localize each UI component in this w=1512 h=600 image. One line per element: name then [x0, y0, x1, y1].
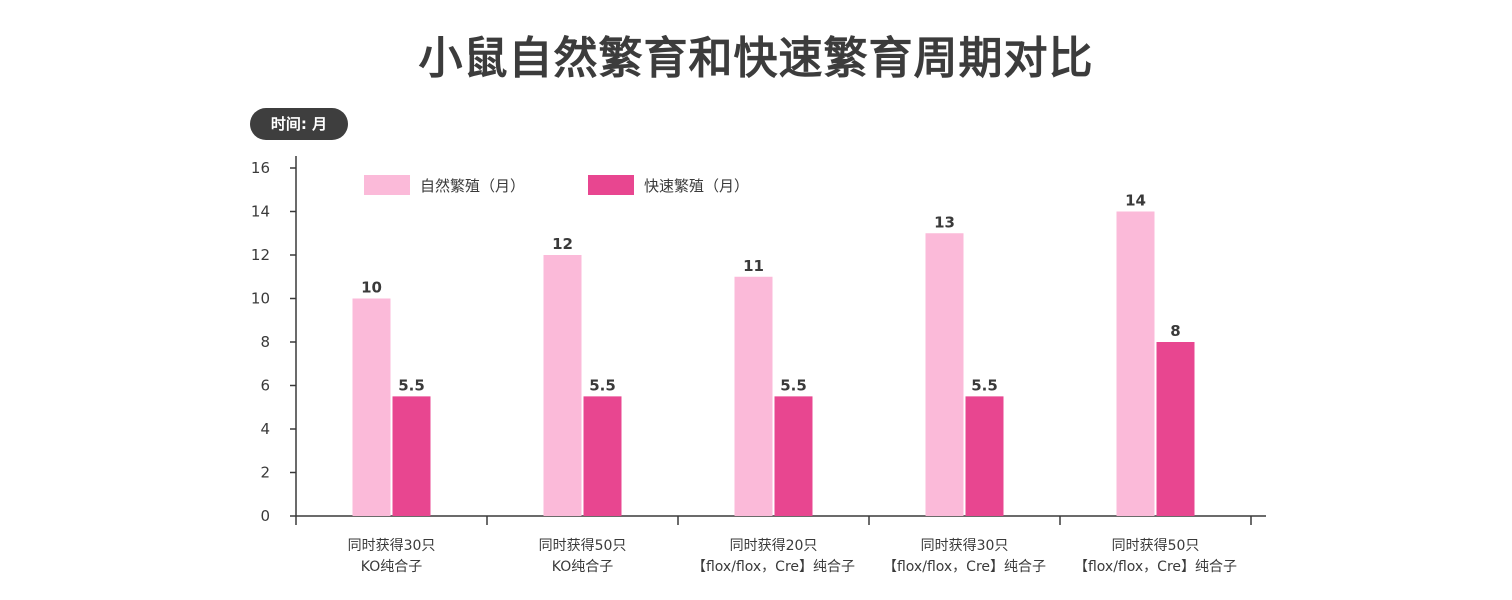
y-tick-label: 12 — [251, 246, 270, 264]
x-category-label: 同时获得30只 — [921, 537, 1009, 554]
legend-label: 快速繁殖（月） — [644, 177, 749, 195]
bar-value-label: 5.5 — [971, 376, 998, 394]
chart-title: 小鼠自然繁育和快速繁育周期对比 — [418, 33, 1094, 84]
bar-value-label: 8 — [1170, 322, 1180, 340]
bar-natural — [925, 233, 964, 516]
bar-value-label: 10 — [361, 279, 382, 297]
y-tick-label: 2 — [260, 464, 270, 482]
legend-label: 自然繁殖（月） — [420, 177, 525, 195]
x-category-label: 【flox/flox，Cre】纯合子 — [1074, 559, 1237, 575]
bar-value-label: 11 — [743, 257, 764, 275]
y-tick-label: 4 — [260, 420, 270, 438]
bar-fast — [1156, 342, 1195, 516]
x-category-label: 同时获得50只 — [1112, 537, 1200, 554]
y-tick-label: 0 — [260, 507, 270, 525]
bar-fast — [392, 396, 431, 516]
bar-value-label: 5.5 — [398, 376, 425, 394]
bar-fast — [965, 396, 1004, 516]
unit-badge: 时间: 月 — [250, 108, 348, 140]
bar-value-label: 5.5 — [589, 376, 616, 394]
bar-value-label: 5.5 — [780, 376, 807, 394]
bar-natural — [352, 298, 391, 516]
x-category-label: 同时获得30只 — [348, 537, 436, 554]
y-tick-label: 8 — [260, 333, 270, 351]
bar-value-label: 12 — [552, 235, 573, 253]
bar-natural — [734, 276, 773, 516]
x-category-label: 【flox/flox，Cre】纯合子 — [692, 559, 855, 575]
bar-natural — [543, 255, 582, 516]
y-tick-label: 14 — [251, 203, 270, 221]
bar-fast — [774, 396, 813, 516]
x-category-label: 同时获得20只 — [730, 537, 818, 554]
y-tick-label: 10 — [251, 290, 270, 308]
y-tick-label: 6 — [260, 377, 270, 395]
bars — [352, 211, 1195, 516]
legend-swatch — [364, 175, 410, 195]
legend-swatch — [588, 175, 634, 195]
bar-natural — [1116, 211, 1155, 516]
legend: 自然繁殖（月） 快速繁殖（月） — [364, 175, 749, 195]
labels: 10 5.5 同时获得30只 KO纯合子 12 5.5 同时获得50只 KO纯合子 11 5.5 同… — [348, 192, 1237, 576]
x-category-label: KO纯合子 — [361, 559, 422, 575]
bar-value-label: 14 — [1125, 192, 1146, 210]
bar-value-label: 13 — [934, 213, 955, 231]
bar-fast — [583, 396, 622, 516]
x-category-label: 同时获得50只 — [539, 537, 627, 554]
x-category-label: 【flox/flox，Cre】纯合子 — [883, 559, 1046, 575]
y-tick-label: 16 — [251, 159, 270, 177]
x-category-label: KO纯合子 — [552, 559, 613, 575]
